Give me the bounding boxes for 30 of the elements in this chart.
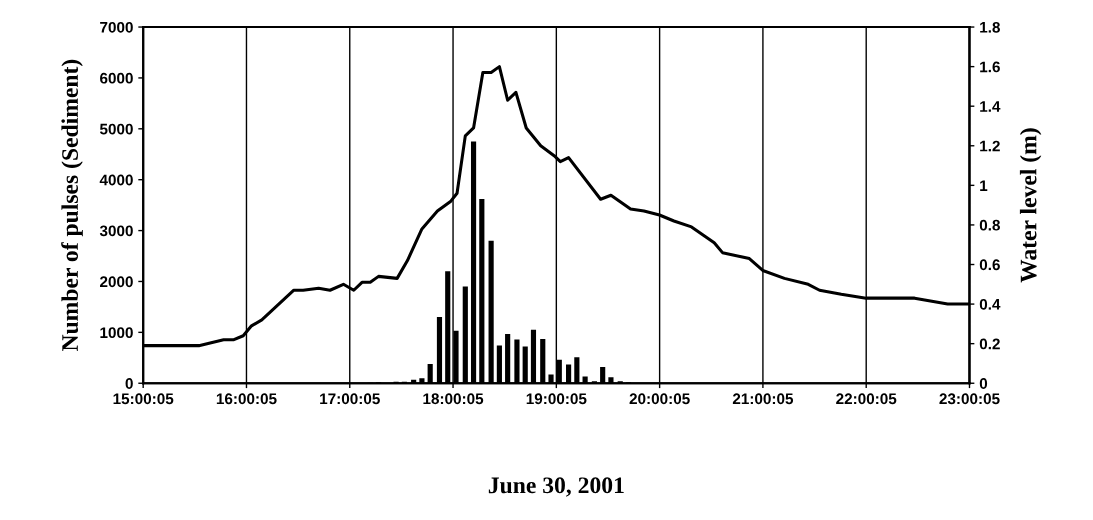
y-tick-label: 0 [125, 378, 133, 389]
x-axis-title: June 30, 2001 [488, 477, 624, 497]
y2-tick-label: 1.4 [980, 101, 1001, 112]
y-tick-label: 1000 [100, 327, 133, 339]
x-tick-label: 19:00:05 [526, 393, 587, 405]
y2-tick-label: 1.2 [980, 140, 1000, 152]
y2-tick-label: 0.2 [979, 338, 1000, 350]
y2-tick-label: 0.8 [979, 219, 1000, 231]
y-tick-label: 6000 [100, 72, 133, 84]
y2-tick-label: 1.8 [980, 21, 1000, 33]
x-tick-label: 21:00:05 [732, 393, 794, 405]
y-tick-label: 2000 [100, 276, 133, 288]
x-tick-label: 22:00:05 [836, 393, 897, 405]
y2-tick-label: 0.6 [979, 259, 1000, 271]
y-axis-title: Number of pulses (Sediment) [61, 59, 83, 352]
y-tick-label: 4000 [99, 174, 133, 186]
y2-tick-label: 0.4 [979, 298, 1001, 310]
y2-tick-label: 0 [979, 378, 988, 389]
x-tick-label: 17:00:05 [320, 393, 380, 405]
y-tick-label: 5000 [99, 123, 133, 135]
x-tick-label: 23:00:05 [939, 393, 1000, 405]
y2-axis-title: Water level (m) [1019, 128, 1042, 283]
x-tick-label: 20:00:05 [629, 393, 690, 405]
x-tick-label: 15:00:05 [113, 393, 174, 405]
y2-tick-label: 1.6 [980, 61, 1000, 73]
x-tick-label: 18:00:05 [423, 393, 484, 405]
y-tick-label: 3000 [99, 225, 133, 237]
y2-tick-label: 1 [980, 180, 988, 191]
x-tick-label: 16:00:05 [216, 393, 277, 405]
y-tick-label: 7000 [100, 21, 133, 33]
